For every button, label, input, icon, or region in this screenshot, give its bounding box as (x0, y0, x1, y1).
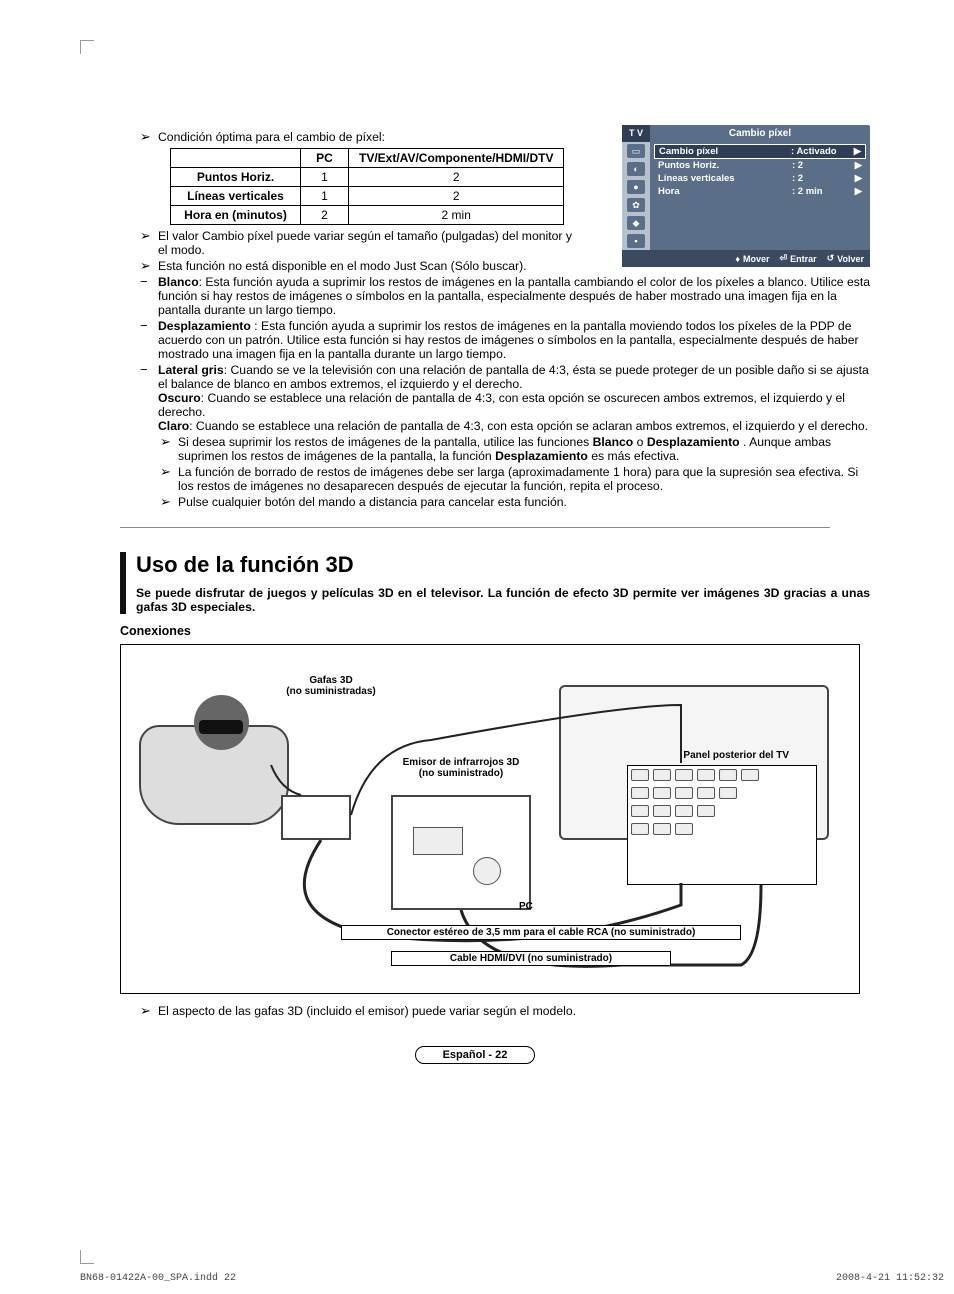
section-divider (120, 527, 830, 528)
dash-item-desplazamiento: Desplazamiento : Esta función ayuda a su… (158, 319, 870, 361)
sub-note: La función de borrado de restos de imáge… (178, 465, 870, 493)
table-cell: 2 (301, 206, 349, 225)
gafas-label: Gafas 3D (no suministradas) (271, 675, 391, 697)
osd-footer: ♦Mover ⏎Entrar ↺Volver (622, 250, 870, 267)
osd-icon: ✿ (627, 198, 645, 212)
cable-label-hdmi: Cable HDMI/DVI (no suministrado) (391, 951, 671, 966)
arrow-bullet-icon: ➢ (140, 259, 158, 273)
dash-item-lateral: Lateral gris: Cuando se ve la televisión… (158, 363, 870, 433)
tv-back-panel (627, 765, 817, 885)
chair-illustration (139, 685, 299, 835)
caret-right-icon: ▶ (852, 160, 862, 171)
osd-icon: ▭ (627, 144, 645, 158)
osd-row-value: : Activado (791, 146, 851, 157)
print-footer-left: BN68-01422A-00_SPA.indd 22 (80, 1273, 236, 1284)
table-header (171, 149, 301, 168)
table-cell: 1 (301, 168, 349, 187)
osd-footer-volver: ↺Volver (827, 253, 864, 264)
table-cell: Puntos Horiz. (171, 168, 301, 187)
osd-icon: ◐ (627, 162, 645, 176)
osd-row-label: Líneas verticales (658, 173, 792, 184)
print-footer-right: 2008-4-21 11:52:32 (836, 1273, 944, 1284)
table-header: PC (301, 149, 349, 168)
osd-footer-entrar: ⏎Entrar (780, 253, 817, 264)
sub-note: Pulse cualquier botón del mando a distan… (178, 495, 870, 509)
osd-icon: ● (627, 180, 645, 194)
table-header: TV/Ext/AV/Componente/HDMI/DTV (349, 149, 564, 168)
conexiones-heading: Conexiones (120, 624, 870, 638)
osd-list: Cambio píxel : Activado ▶ Puntos Horiz. … (650, 142, 870, 250)
note-text: El valor Cambio píxel puede variar según… (158, 229, 578, 257)
section-subtitle: Se puede disfrutar de juegos y películas… (136, 586, 870, 614)
arrow-bullet-icon: ➢ (160, 435, 178, 449)
table-cell: Hora en (minutos) (171, 206, 301, 225)
osd-row-value: : 2 (792, 173, 852, 184)
glasses-icon (199, 720, 243, 734)
diagram-note: El aspecto de las gafas 3D (incluido el … (158, 1004, 870, 1018)
osd-row: Puntos Horiz. : 2 ▶ (654, 159, 866, 172)
emitter-label: Emisor de infrarrojos 3D (no suministrad… (381, 757, 541, 779)
arrow-bullet-icon: ➢ (140, 1004, 158, 1018)
cable-label-rca: Conector estéreo de 3,5 mm para el cable… (341, 925, 741, 940)
emitter-illustration (281, 795, 351, 840)
pc-illustration (391, 795, 531, 910)
enter-icon: ⏎ (780, 253, 788, 264)
osd-row: Hora : 2 min ▶ (654, 185, 866, 198)
osd-icon: ▪ (627, 234, 645, 248)
dash-bullet-icon: − (140, 363, 158, 377)
osd-footer-mover: ♦Mover (735, 253, 769, 264)
dash-item-blanco: Blanco: Esta función ayuda a suprimir lo… (158, 275, 870, 317)
osd-screenshot: T V Cambio píxel ▭ ◐ ● ✿ ◆ ▪ Cambio píxe… (622, 125, 870, 267)
arrow-bullet-icon: ➢ (160, 465, 178, 479)
table-cell: 1 (301, 187, 349, 206)
table-cell: 2 (349, 168, 564, 187)
section-title: Uso de la función 3D (136, 552, 870, 578)
caret-right-icon: ▶ (851, 146, 861, 157)
dash-bullet-icon: − (140, 275, 158, 289)
print-footer: BN68-01422A-00_SPA.indd 22 2008-4-21 11:… (80, 1273, 944, 1284)
updown-icon: ♦ (735, 254, 740, 264)
osd-row-label: Cambio píxel (659, 146, 791, 157)
return-icon: ↺ (827, 253, 835, 264)
arrow-bullet-icon: ➢ (160, 495, 178, 509)
osd-row-value: : 2 min (792, 186, 852, 197)
pixel-shift-table: PC TV/Ext/AV/Componente/HDMI/DTV Puntos … (170, 148, 564, 225)
table-cell: 2 min (349, 206, 564, 225)
arrow-bullet-icon: ➢ (140, 229, 158, 243)
osd-title: Cambio píxel (650, 125, 870, 142)
table-row: Puntos Horiz. 1 2 (171, 168, 564, 187)
caret-right-icon: ▶ (852, 186, 862, 197)
table-cell: Líneas verticales (171, 187, 301, 206)
pc-label: PC (519, 901, 533, 912)
osd-icon: ◆ (627, 216, 645, 230)
table-row: Hora en (minutos) 2 2 min (171, 206, 564, 225)
dash-bullet-icon: − (140, 319, 158, 333)
osd-tv-badge: T V (622, 125, 650, 142)
crop-mark-bl (80, 1250, 94, 1264)
osd-icon-rail: ▭ ◐ ● ✿ ◆ ▪ (622, 142, 650, 250)
table-row: Líneas verticales 1 2 (171, 187, 564, 206)
osd-row-selected: Cambio píxel : Activado ▶ (654, 144, 866, 159)
osd-row-label: Hora (658, 186, 792, 197)
arrow-bullet-icon: ➢ (140, 130, 158, 144)
osd-row-value: : 2 (792, 160, 852, 171)
page-footer-badge: Español - 22 (415, 1046, 535, 1064)
table-cell: 2 (349, 187, 564, 206)
connection-diagram: Gafas 3D (no suministradas) Emisor de in… (120, 644, 860, 994)
caret-right-icon: ▶ (852, 173, 862, 184)
osd-row-label: Puntos Horiz. (658, 160, 792, 171)
osd-row: Líneas verticales : 2 ▶ (654, 172, 866, 185)
sub-note: Si desea suprimir los restos de imágenes… (178, 435, 870, 463)
tv-panel-label: Panel posterior del TV (683, 750, 789, 761)
section-header-3d: Uso de la función 3D Se puede disfrutar … (120, 552, 870, 614)
